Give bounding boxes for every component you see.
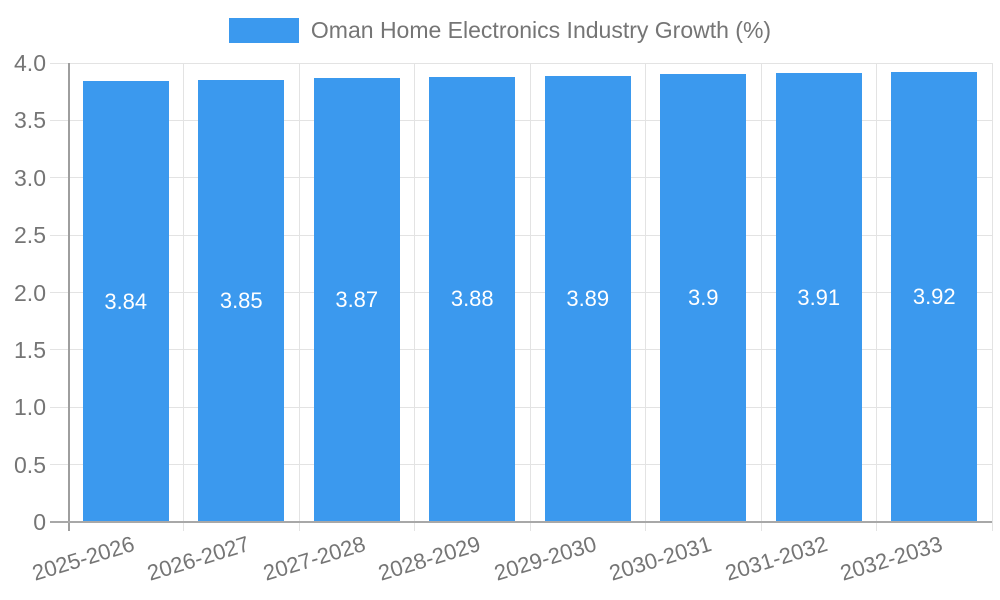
gridline-horizontal (50, 349, 992, 351)
legend-label: Oman Home Electronics Industry Growth (%… (310, 17, 772, 43)
gridline-vertical (414, 63, 415, 531)
y-axis-label: 4.0 (14, 50, 46, 76)
x-axis-label: 2025-2026 (28, 531, 137, 586)
x-axis-label: 2029-2030 (490, 531, 599, 586)
y-axis-line (68, 63, 70, 531)
x-axis-label: 2030-2031 (606, 531, 715, 586)
bar-value-label: 3.88 (450, 286, 494, 312)
gridline-vertical (529, 63, 531, 531)
x-axis-label: 2027-2028 (259, 531, 368, 586)
x-axis-label: 2032-2033 (837, 531, 946, 586)
bar: 3.89 (544, 75, 631, 522)
gridline-horizontal (50, 62, 992, 64)
bar: 3.87 (313, 77, 400, 522)
bar-value-label: 3.92 (912, 284, 956, 310)
y-axis-label: 3.5 (14, 107, 46, 134)
x-axis-label: 2028-2029 (375, 531, 484, 586)
y-axis-label: 2.5 (14, 222, 46, 249)
gridline-horizontal (50, 464, 992, 466)
gridline-vertical (991, 63, 993, 531)
bar: 3.88 (429, 76, 516, 522)
gridline-vertical (298, 63, 300, 531)
bar-value-label: 3.9 (687, 285, 719, 311)
y-axis-label: 1.5 (14, 336, 46, 363)
y-axis-label: 2.0 (14, 279, 46, 306)
bar: 3.84 (82, 81, 169, 522)
y-axis-label: 0.5 (14, 451, 46, 478)
x-axis-label: 2031-2032 (721, 531, 830, 586)
bar: 3.91 (775, 73, 862, 522)
bar: 3.9 (660, 74, 747, 522)
gridline-vertical (760, 63, 762, 531)
bar: 3.85 (198, 80, 285, 522)
y-axis-label: 1.0 (14, 394, 46, 421)
y-axis-label: 0 (33, 509, 46, 535)
bar-value-label: 3.89 (566, 285, 610, 311)
gridline-horizontal (50, 406, 992, 408)
bar-value-label: 3.84 (104, 288, 148, 314)
x-axis-label: 2026-2027 (144, 531, 253, 586)
bar-value-label: 3.87 (335, 286, 379, 312)
legend-swatch (228, 18, 299, 43)
plot-area: 4.0 3.5 3.0 2.5 2.0 1.5 1.0 0.5 0 3.84 2025-2026 3.… (14, 50, 993, 586)
gridline-horizontal (50, 234, 992, 236)
gridline-horizontal (50, 177, 992, 179)
chart-legend: Oman Home Electronics Industry Growth (%… (0, 17, 1000, 44)
gridline-horizontal (50, 119, 992, 121)
x-axis-line (50, 521, 992, 523)
bar-value-label: 3.85 (219, 288, 263, 314)
gridline-horizontal (50, 292, 992, 293)
bar-value-label: 3.91 (797, 284, 841, 310)
gridline-vertical (876, 63, 877, 531)
y-axis-label: 3.0 (14, 164, 46, 191)
bar: 3.92 (891, 72, 978, 522)
gridline-vertical (645, 63, 646, 531)
gridline-vertical (183, 63, 184, 531)
